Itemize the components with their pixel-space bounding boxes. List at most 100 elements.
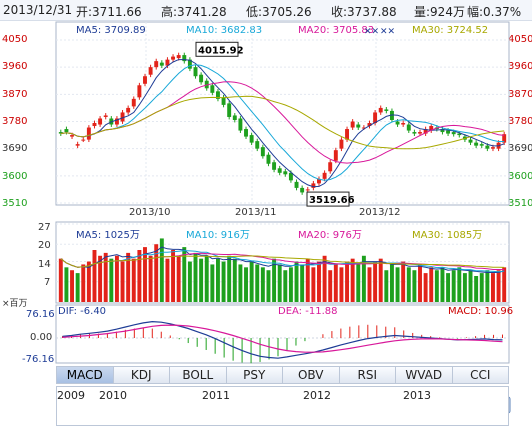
volume-bar (215, 258, 220, 302)
candle-body (367, 123, 372, 127)
tab-kdj[interactable]: KDJ (114, 367, 170, 383)
volume-bar (474, 276, 479, 302)
dea-line (62, 324, 503, 353)
price-ma20-legend: MA20: 3705.83 (298, 25, 375, 36)
tab-psy[interactable]: PSY (227, 367, 283, 383)
volume-bar (204, 255, 209, 302)
volume-bar (378, 258, 383, 302)
candle-body (171, 56, 176, 60)
volume-bar (333, 264, 338, 302)
volume-bar (120, 261, 125, 302)
price-y-tick: 3600 (2, 171, 28, 182)
quote-change: 幅:0.37% (467, 5, 522, 19)
volume-bar (406, 267, 411, 302)
volume-bar (300, 264, 305, 302)
price-x-tick: 2013/11 (235, 207, 277, 218)
volume-bar (137, 250, 142, 302)
price-y-tick: 3780 (2, 116, 28, 127)
volume-bar (154, 244, 159, 302)
candle-body (468, 139, 473, 143)
candle-body (440, 129, 445, 133)
candle-body (255, 141, 260, 149)
candle-body (215, 91, 220, 99)
candle-body (154, 61, 159, 68)
candle-body (126, 107, 131, 113)
volume-bar (165, 258, 170, 302)
volume-bar (98, 255, 103, 302)
volume-bar (462, 273, 467, 302)
tab-cci[interactable]: CCI (470, 368, 491, 382)
volume-bar (322, 255, 327, 302)
candle-body (199, 74, 204, 83)
candle-body (176, 55, 181, 59)
volume-bar (81, 264, 86, 302)
price-y-tick: 3870 (508, 89, 532, 100)
range-navigator[interactable]: 2009 2010 2011 2012 2013 (56, 386, 509, 426)
volume-bar (92, 250, 97, 302)
candle-body (277, 168, 282, 173)
candle-body (406, 124, 411, 131)
high-callout-box (195, 41, 239, 57)
volume-bar (283, 270, 288, 302)
candle-body (187, 59, 192, 69)
candle-body (305, 189, 310, 191)
candle-body (457, 133, 462, 136)
volume-bar (356, 264, 361, 302)
volume-bar (491, 273, 495, 302)
volume-bar (58, 258, 63, 302)
volume-bar (361, 255, 366, 302)
candle-body (311, 183, 316, 188)
candle-body (120, 112, 125, 122)
price-callouts: 4015.92 3519.66 (195, 41, 355, 207)
volume-bar (182, 247, 187, 302)
volume-bar (249, 261, 254, 302)
ma10-line (60, 64, 505, 181)
tab-macd[interactable]: MACD (57, 367, 114, 383)
price-y-tick: 3510 (2, 198, 28, 209)
volume-bar (446, 273, 451, 302)
tab-rsi[interactable]: RSI (340, 367, 396, 383)
volume-bar (502, 267, 507, 302)
volume-bar (423, 273, 428, 302)
candle-body (361, 127, 366, 129)
volume-ma20-legend: MA20: 976万 (298, 230, 362, 241)
candle-body (165, 59, 170, 66)
volume-y-tick: 27 (38, 222, 51, 233)
tab-boll[interactable]: BOLL (170, 367, 227, 383)
quote-close: 收:3737.88 (331, 5, 397, 19)
candle-body (81, 139, 86, 141)
macd-y-tick: 76.16 (26, 309, 55, 320)
quote-low: 低:3705.26 (246, 5, 312, 19)
candle-body (395, 121, 400, 125)
candle-body (272, 162, 277, 170)
candle-body (260, 147, 265, 157)
quote-header: 2013/12/31 开:3711.66 高:3741.28 低:3705.26… (0, 0, 532, 21)
price-x-tick: 2013/12 (359, 207, 401, 218)
candle-body (485, 145, 490, 149)
candle-body (491, 147, 495, 149)
macd-histogram (61, 324, 504, 364)
volume-bar (260, 267, 265, 302)
candle-body (86, 127, 91, 140)
candle-body (131, 98, 136, 107)
navigator-year: 2011 (202, 389, 230, 402)
candle-body (159, 62, 164, 66)
price-gridlines (56, 22, 509, 205)
volume-bar (311, 267, 316, 302)
volume-bar (238, 264, 243, 302)
candle-body (300, 187, 305, 193)
tab-wvad[interactable]: WVAD (396, 367, 453, 383)
candle-body (288, 172, 293, 181)
volume-moving-averages (60, 246, 505, 273)
candle-body (232, 115, 237, 120)
volume-bar (317, 261, 321, 302)
volume-bar (176, 255, 181, 302)
volume-bar (187, 261, 192, 302)
candle-body (451, 132, 456, 135)
candle-body (429, 126, 434, 131)
volume-bar (109, 258, 114, 302)
volume-bar (485, 270, 490, 302)
tab-obv[interactable]: OBV (283, 367, 340, 383)
candle-body (92, 123, 97, 127)
